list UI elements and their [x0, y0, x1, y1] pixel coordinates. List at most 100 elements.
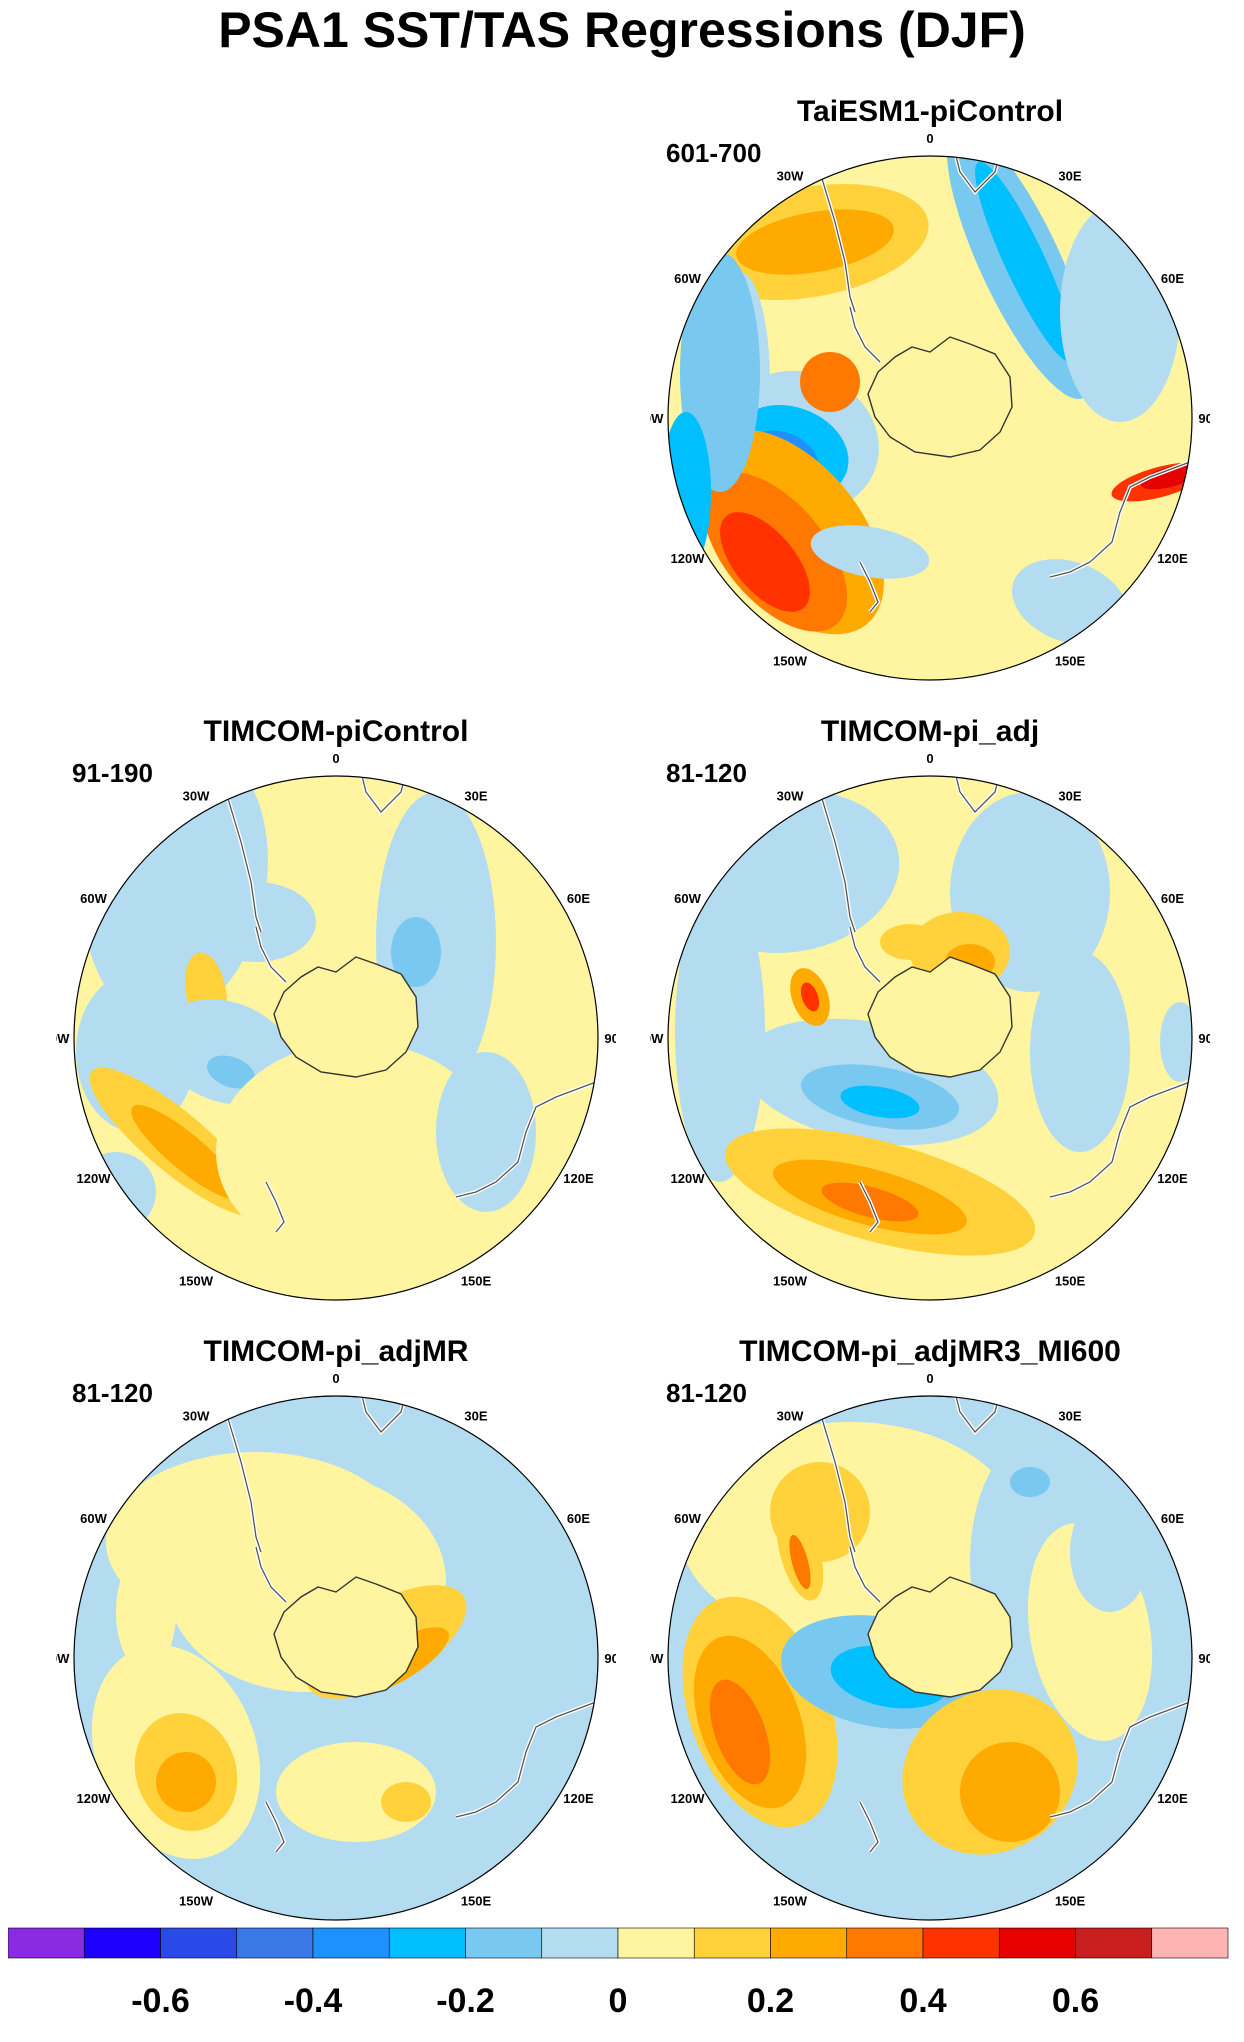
anomaly-contour [116, 1552, 176, 1672]
longitude-label: 90W [650, 1651, 664, 1666]
colorbar-swatch [770, 1927, 848, 1959]
map-panel-timcom-pi-adjmr: TIMCOM-pi_adjMR 81-120 0 30E 60E 90E 120E 150… [56, 1334, 616, 1934]
anomaly-contour [156, 1752, 216, 1812]
anomaly-contour [1010, 1467, 1050, 1497]
longitude-label: 150E [1055, 1273, 1086, 1288]
colorbar-swatch [83, 1927, 161, 1959]
regression-field [668, 776, 1192, 1300]
colorbar-tick-label: -0.2 [436, 1982, 495, 2020]
anomaly-contour [736, 209, 894, 275]
longitude-label: 0 [332, 1372, 339, 1386]
anomaly-contour [1060, 202, 1180, 422]
australia-coastline [455, 1701, 597, 1818]
peninsula-coastline [255, 1546, 287, 1603]
anomaly-contour [436, 1052, 536, 1212]
longitude-label: 60W [674, 271, 701, 286]
longitude-label: 30E [1058, 789, 1081, 804]
map-boundary [73, 775, 599, 1301]
figure-title: PSA1 SST/TAS Regressions (DJF) [218, 2, 1026, 58]
anomaly-contour [810, 525, 930, 579]
anomaly-contour [206, 1055, 256, 1089]
panel-title: TIMCOM-pi_adjMR3_MI600 [739, 1335, 1121, 1368]
longitude-label: 120E [1157, 1791, 1188, 1806]
antarctica-coastline [867, 336, 1013, 458]
longitude-label: 30E [464, 789, 487, 804]
colorbar: -0.6 -0.4 -0.2 0 0.2 0.4 0.6 [8, 1927, 1229, 2020]
longitude-label: 150E [461, 1273, 492, 1288]
longitude-label: 30W [183, 789, 210, 804]
panel-title: TIMCOM-piControl [203, 715, 469, 748]
antarctica-coastline [273, 956, 419, 1078]
longitude-label: 150W [773, 1893, 808, 1908]
colorbar-tick-label: 0.6 [1052, 1982, 1099, 2020]
anomaly-contour [381, 1782, 431, 1822]
map-panel-timcom-pi-adj: TIMCOM-pi_adj 81-120 0 30E 60E 90E 120E 150E 1… [650, 714, 1210, 1314]
longitude-label: 150E [461, 1893, 492, 1908]
nz-coastline [265, 1801, 285, 1853]
polar-map: 030E60E90E120E150E180150W120W90W60W30W [56, 1372, 616, 1934]
map-boundary [667, 155, 1193, 681]
map-panel-timcom-pi-adjmr3-mi600: TIMCOM-pi_adjMR3_MI600 81-120 0 30E 60E 90E… [650, 1334, 1210, 1934]
longitude-label: 90E [1198, 1031, 1210, 1046]
longitude-label: 90W [56, 1031, 70, 1046]
longitude-label: 90W [56, 1651, 70, 1666]
longitude-label: 120E [1157, 551, 1188, 566]
panel-title: TIMCOM-pi_adjMR [203, 1335, 469, 1368]
map-panel-taiesm1-picontrol: TaiESM1-piControl 601-700 0 30E 60E 90E 120E… [650, 94, 1210, 694]
peninsula-coastline [255, 926, 287, 983]
australia-coastline [455, 1081, 597, 1198]
longitude-label: 60E [1161, 1511, 1184, 1526]
antarctica-coastline [273, 1576, 419, 1698]
longitude-label: 120W [671, 1791, 706, 1806]
anomaly-contour [960, 1742, 1060, 1842]
anomaly-contour [800, 982, 820, 1012]
longitude-label: 60W [674, 1511, 701, 1526]
panel-years: 81-120 [666, 758, 747, 788]
longitude-label: 60W [80, 891, 107, 906]
australia-coastline [1049, 461, 1191, 578]
anomaly-contour [1070, 1492, 1150, 1612]
longitude-label: 90E [1198, 411, 1210, 426]
colorbar-swatch [922, 1927, 1000, 1959]
colorbar-swatch [541, 1927, 619, 1959]
longitude-label: 60E [1161, 891, 1184, 906]
regression-field [74, 1396, 598, 1920]
longitude-label: 30W [183, 1409, 210, 1424]
polar-map: 030E60E90E120E150E180150W120W90W60W30W [56, 752, 616, 1314]
polar-map: 030E60E90E120E150E180150W120W90W60W30W [650, 132, 1210, 694]
longitude-label: 30E [1058, 169, 1081, 184]
panel-title: TaiESM1-piControl [796, 95, 1064, 128]
longitude-label: 90E [604, 1651, 616, 1666]
peninsula-coastline [849, 306, 881, 363]
regression-field [668, 1396, 1192, 1920]
anomaly-contour [800, 352, 860, 412]
polar-map: 030E60E90E120E150E180150W120W90W60W30W [650, 1372, 1210, 1934]
peninsula-coastline [849, 926, 881, 983]
colorbar-swatch [160, 1927, 238, 1959]
longitude-label: 180 [325, 1311, 347, 1314]
nz-coastline [859, 1801, 879, 1853]
colorbar-swatch [846, 1927, 924, 1959]
antarctica-coastline [867, 1576, 1013, 1698]
regression-field [668, 156, 1192, 680]
longitude-label: 90W [650, 1031, 664, 1046]
colorbar-swatch [236, 1927, 314, 1959]
longitude-label: 60E [567, 1511, 590, 1526]
anomaly-contour [789, 1534, 811, 1590]
australia-coastline [1049, 1701, 1191, 1818]
longitude-label: 90E [1198, 1651, 1210, 1666]
anomaly-contour [1160, 1002, 1192, 1082]
longitude-label: 0 [926, 752, 933, 766]
longitude-label: 120W [671, 1171, 706, 1186]
polar-map: 030E60E90E120E150E180150W120W90W60W30W [650, 752, 1210, 1314]
longitude-label: 30W [777, 789, 804, 804]
anomaly-contour [720, 512, 810, 612]
anomaly-contour [131, 1104, 241, 1200]
longitude-label: 60E [567, 891, 590, 906]
longitude-label: 60W [80, 1511, 107, 1526]
colorbar-swatch [617, 1927, 695, 1959]
map-boundary [667, 1395, 1193, 1921]
colorbar-tick-label: 0.2 [747, 1982, 794, 2020]
colorbar-swatch [1151, 1927, 1229, 1959]
longitude-label: 150E [1055, 1893, 1086, 1908]
